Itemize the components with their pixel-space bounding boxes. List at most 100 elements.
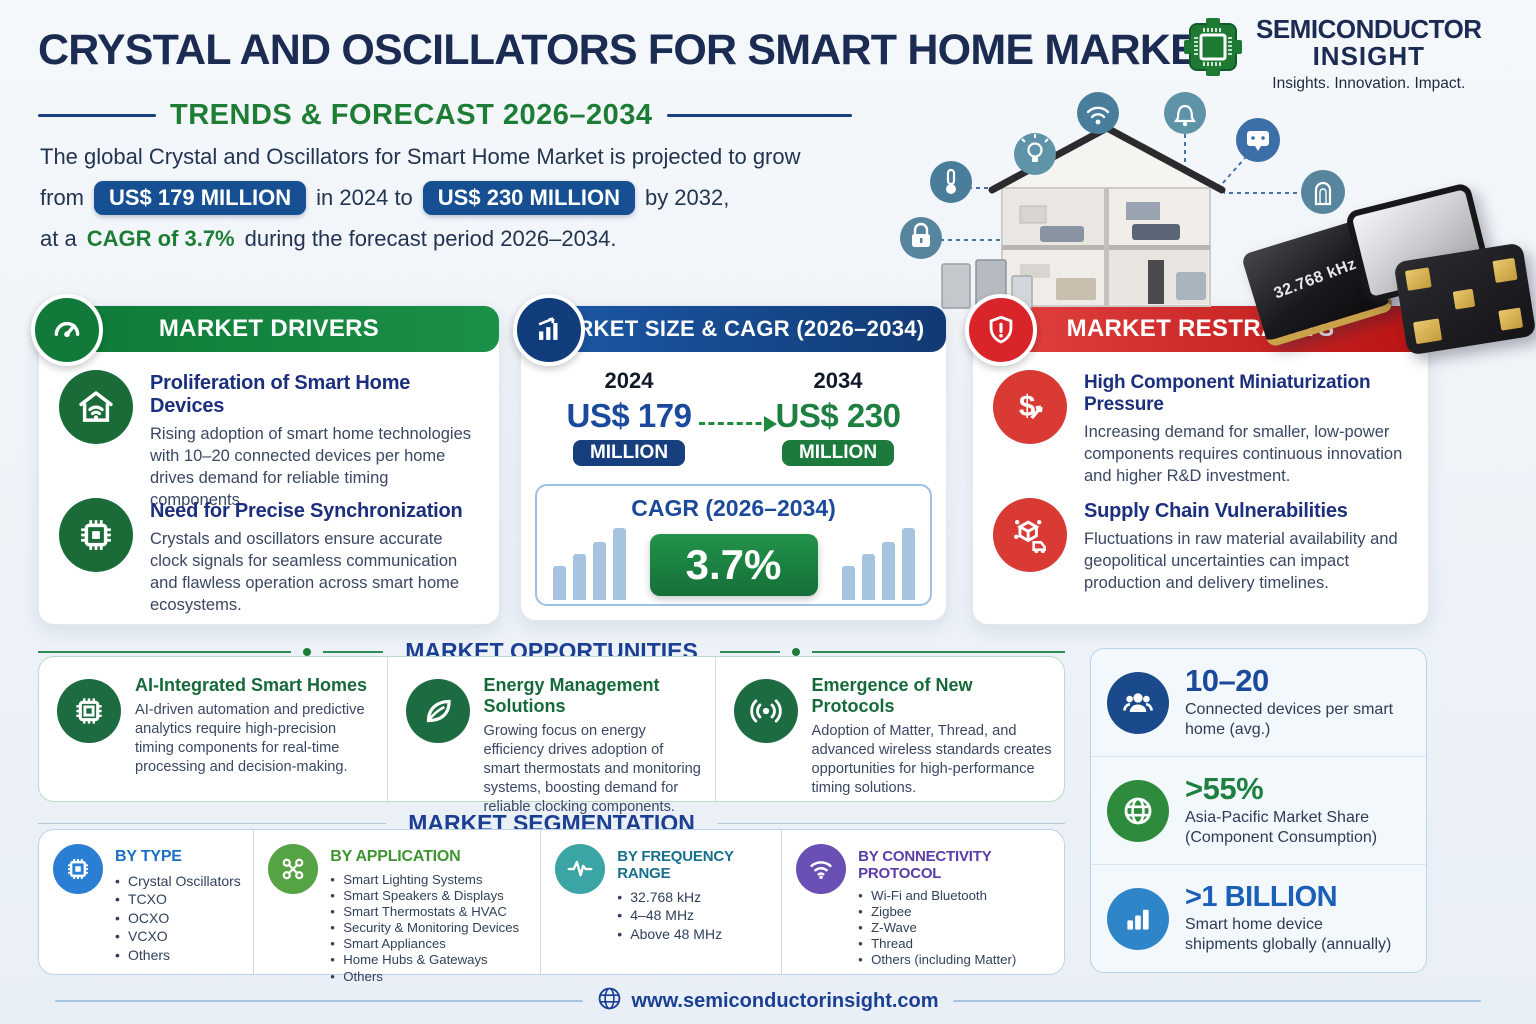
stat-devices-label: Connected devices per smart home (avg.) (1185, 701, 1394, 739)
intro-between: in 2024 to (316, 185, 413, 210)
gauge-icon (31, 294, 103, 366)
cagr-row: 3.7% (552, 526, 915, 600)
stat-devices: 10–20 Connected devices per smart home (… (1091, 649, 1426, 757)
market-size-start: 2024 US$ 179 MILLION (549, 368, 709, 466)
opportunities-card: AI-Integrated Smart Homes AI-driven auto… (38, 656, 1065, 815)
footer-center: www.semiconductorinsight.com (597, 986, 939, 1016)
intro-from: from (40, 185, 84, 210)
restraint-2-title: Supply Chain Vulnerabilities (1084, 500, 1348, 522)
end-year: 2034 (813, 368, 863, 393)
intro-post: during the forecast period 2026–2034. (244, 226, 617, 251)
value-2024-badge: US$ 179 MILLION (94, 181, 307, 215)
by-frequency-list: 32.768 kHz 4–48 MHz Above 48 MHz (617, 888, 773, 944)
supply-chain-icon (993, 498, 1067, 572)
market-drivers-panel: MARKET DRIVERS Proliferation of Smart Ho… (31, 294, 500, 625)
svg-text:$: $ (1019, 390, 1035, 423)
segment-by-application: BY APPLICATION Smart Lighting Systems Sm… (254, 830, 542, 985)
by-type-heading: BY TYPE (115, 848, 182, 865)
waveform-icon (555, 844, 606, 894)
value-2032-badge: US$ 230 MILLION (422, 181, 635, 215)
cagr-bars-right (841, 526, 915, 600)
intro-paragraph: The global Crystal and Oscillators for S… (40, 144, 801, 263)
device-icon-badges (900, 92, 1345, 259)
brand-logo: SEMICONDUCTOR INSIGHT Insights. Innovati… (1182, 14, 1482, 93)
shield-alert-icon (965, 294, 1037, 366)
market-restraints-panel: MARKET RESTRAINTS $ High Component Minia… (965, 294, 1429, 625)
bar-chart-icon (1107, 887, 1169, 950)
leaf-icon (405, 679, 470, 743)
chip-icon (53, 844, 103, 894)
opportunity-1: AI-Integrated Smart Homes AI-driven auto… (39, 657, 388, 801)
bulb-icon (1014, 133, 1056, 175)
market-size-panel: MARKET SIZE & CAGR (2026–2034) 2024 US$ … (513, 294, 947, 621)
opportunity-1-title: AI-Integrated Smart Homes (135, 675, 368, 695)
end-unit-badge: MILLION (781, 440, 895, 466)
subtitle-left-line (38, 114, 156, 117)
crystal-frequency-label: 32.768 kHz (1271, 255, 1359, 303)
footer-link[interactable]: www.semiconductorinsight.com (631, 989, 939, 1012)
green-dot (791, 647, 800, 656)
globe-icon (1107, 779, 1169, 842)
market-size-header: MARKET SIZE & CAGR (2026–2034) (521, 306, 946, 352)
opportunity-2-body: Growing focus on energy efficiency drive… (483, 723, 701, 815)
segment-by-frequency: BY FREQUENCY RANGE 32.768 kHz 4–48 MHz A… (541, 830, 783, 974)
brand-name-line2: INSIGHT (1312, 41, 1426, 72)
wifi-icon (796, 844, 847, 894)
stat-shipments-value: >1 BILLION (1185, 880, 1338, 913)
cagr-value: 3.7% (649, 534, 818, 596)
by-connectivity-heading: BY CONNECTIVITY PROTOCOL (858, 848, 992, 882)
driver-item-2: Need for Precise Synchronization Crystal… (59, 498, 482, 617)
stat-apac-value: >55% (1185, 770, 1264, 806)
key-stats-panel: 10–20 Connected devices per smart home (… (1090, 648, 1427, 973)
restraint-1-body: Increasing demand for smaller, low-power… (1084, 423, 1403, 485)
segment-by-connectivity: BY CONNECTIVITY PROTOCOL Wi-Fi and Bluet… (782, 830, 1064, 974)
intro-pre: at a (40, 226, 77, 251)
page-title: CRYSTAL AND OSCILLATORS FOR SMART HOME M… (38, 26, 1224, 74)
subtitle-row: TRENDS & FORECAST 2026–2034 (38, 99, 852, 132)
globe-icon (597, 986, 622, 1016)
end-value: US$ 230 (775, 397, 901, 434)
people-icon (1107, 671, 1169, 734)
market-drivers-header: MARKET DRIVERS (39, 306, 499, 352)
ai-chip-icon (57, 679, 121, 743)
driver-1-title: Proliferation of Smart Home Devices (150, 372, 411, 417)
intro-text-1: The global Crystal and Oscillators for S… (40, 144, 801, 169)
brand-tagline: Insights. Innovation. Impact. (1272, 74, 1466, 92)
opportunity-2: Energy Management Solutions Growing focu… (388, 657, 716, 815)
restraint-item-1: $ High Component Miniaturization Pressur… (993, 370, 1424, 488)
smart-home-icon (59, 370, 133, 444)
doorbell-icon (1164, 92, 1206, 134)
opportunity-2-title: Energy Management Solutions (483, 675, 660, 716)
subtitle-right-line (666, 114, 852, 117)
opportunity-3: Emergence of New Protocols Adoption of M… (716, 657, 1065, 801)
start-value: US$ 179 (566, 397, 692, 434)
growth-arrow (699, 416, 777, 432)
dollar-growth-icon: $ (993, 370, 1067, 444)
segment-by-type: BY TYPE Crystal Oscillators TCXO OCXO VC… (39, 830, 255, 974)
by-connectivity-list: Wi-Fi and Bluetooth Zigbee Z-Wave Thread… (858, 888, 1056, 969)
restraint-2-body: Fluctuations in raw material availabilit… (1084, 530, 1398, 592)
stat-shipments-label: Smart home device shipments globally (an… (1185, 916, 1392, 954)
intro-line-3: at a CAGR of 3.7% during the forecast pe… (40, 226, 801, 252)
growth-chart-icon (513, 294, 585, 366)
driver-1-body: Rising adoption of smart home technologi… (150, 425, 472, 509)
driver-2-body: Crystals and oscillators ensure accurate… (150, 530, 460, 614)
start-unit-badge: MILLION (572, 440, 686, 466)
brand-name-line1: SEMICONDUCTOR (1256, 14, 1482, 44)
cagr-card: CAGR (2026–2034) 3.7% (535, 484, 932, 606)
wifi-icon (1077, 92, 1119, 134)
opportunity-3-body: Adoption of Matter, Thread, and advanced… (811, 723, 1052, 796)
opportunity-3-title: Emergence of New Protocols (811, 675, 973, 716)
smart-appliance-boxes (941, 259, 1033, 309)
opportunity-1-body: AI-driven automation and predictive anal… (135, 702, 365, 775)
stat-apac-share: >55% Asia-Pacific Market Share (Componen… (1091, 757, 1426, 865)
footer: www.semiconductorinsight.com (0, 986, 1536, 1016)
chip-logo-icon (1182, 16, 1244, 83)
intro-line-1: The global Crystal and Oscillators for S… (40, 144, 801, 170)
cagr-title: CAGR (2026–2034) (631, 495, 836, 521)
segmentation-nodes-icon (268, 844, 319, 894)
cagr-bars-left (552, 526, 626, 600)
smart-home-illustration (900, 92, 1345, 309)
brand-text: SEMICONDUCTOR INSIGHT Insights. Innovati… (1256, 14, 1482, 93)
chip-icon (59, 498, 133, 572)
